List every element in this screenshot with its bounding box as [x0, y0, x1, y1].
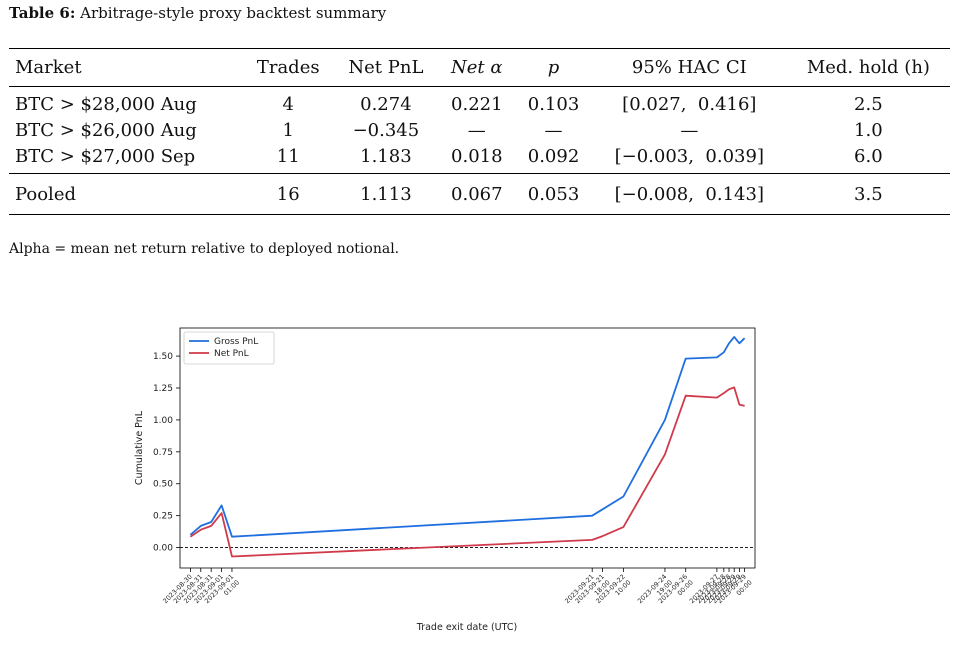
y-tick-label: 1.00	[153, 416, 173, 426]
table-row-pooled: Pooled 16 1.113 0.067 0.053 [−0.008, 0.1…	[9, 173, 950, 215]
cell-p: 0.053	[527, 183, 580, 205]
cell-market: BTC > $26,000 Aug	[15, 119, 197, 141]
table-caption: Table 6: Arbitrage-style proxy backtest …	[9, 4, 386, 22]
table-label: Table 6:	[9, 4, 76, 22]
cell-net-alpha: 0.067	[451, 183, 503, 205]
y-tick-label: 1.25	[153, 384, 173, 394]
legend-label: Net PnL	[214, 349, 249, 359]
cell-trades: 1	[282, 119, 294, 141]
series-line-gross	[189, 335, 746, 538]
legend-box	[183, 331, 275, 365]
cell-net-alpha: —	[467, 119, 486, 141]
legend: Gross PnL Net PnL	[183, 331, 275, 365]
cell-net-alpha: 0.018	[451, 145, 503, 167]
cell-net-pnl: −0.345	[352, 119, 420, 141]
cell-p: 0.103	[527, 93, 580, 115]
col-header-hold: Med. hold (h)	[806, 57, 930, 78]
col-header-net-pnl: Net PnL	[348, 57, 424, 78]
y-tick-label: 0.00	[153, 544, 173, 554]
cell-ci: [−0.008, 0.143]	[614, 183, 764, 205]
table-row: BTC > $27,000 Sep 11 1.183 0.018 0.092 […	[9, 143, 950, 174]
cell-hold: 6.0	[854, 145, 883, 167]
x-axis: 2023-08-302023-08-312023-08-312023-09-01…	[161, 568, 754, 605]
legend-label: Gross PnL	[214, 337, 258, 347]
table-caption-text: Arbitrage-style proxy backtest summary	[80, 4, 387, 22]
results-table: Market Trades Net PnL Net α p 95% HAC CI…	[9, 48, 950, 215]
cell-hold: 1.0	[854, 119, 883, 141]
cell-market: Pooled	[15, 183, 76, 205]
y-tick-label: 1.50	[153, 352, 173, 362]
x-axis-label: Trade exit date (UTC)	[416, 622, 517, 633]
cell-ci: [0.027, 0.416]	[622, 93, 757, 115]
cell-hold: 2.5	[854, 93, 883, 115]
cell-net-pnl: 1.113	[360, 183, 412, 205]
cell-market: BTC > $27,000 Sep	[15, 145, 196, 167]
table-row: BTC > $28,000 Aug 4 0.274 0.221 0.103 [0…	[9, 87, 950, 118]
col-header-trades: Trades	[256, 57, 320, 78]
series-group	[189, 335, 746, 558]
table-header-row: Market Trades Net PnL Net α p 95% HAC CI…	[9, 48, 950, 87]
cell-net-pnl: 0.274	[360, 93, 412, 115]
y-tick-label: 0.75	[153, 448, 173, 458]
series-line-net	[189, 386, 745, 558]
cell-trades: 16	[276, 183, 300, 205]
cell-ci: [−0.003, 0.039]	[614, 145, 764, 167]
col-header-ci: 95% HAC CI	[631, 57, 747, 78]
cell-market: BTC > $28,000 Aug	[15, 93, 197, 115]
col-header-net-alpha: Net α	[451, 57, 503, 78]
y-axis-label: Cumulative PnL	[134, 410, 145, 485]
cell-trades: 4	[282, 93, 294, 115]
cell-ci: —	[680, 119, 699, 141]
cell-trades: 11	[276, 145, 300, 167]
table-note: Alpha = mean net return relative to depl…	[9, 241, 400, 257]
plot-frame	[179, 327, 756, 569]
cell-hold: 3.5	[854, 183, 883, 205]
cell-net-pnl: 1.183	[360, 145, 412, 167]
y-tick-label: 0.25	[153, 512, 173, 522]
y-tick-label: 0.50	[153, 480, 173, 490]
cell-p: —	[544, 119, 563, 141]
col-header-market: Market	[15, 57, 82, 78]
cell-p: 0.092	[527, 145, 580, 167]
pnl-line-chart: 0.00 0.25 0.50 0.75 1.00 1.25 1.50 2023-08-302…	[134, 327, 756, 633]
table-row: BTC > $26,000 Aug 1 −0.345 — — — 1.0	[9, 117, 950, 143]
y-axis: 0.00 0.25 0.50 0.75 1.00 1.25 1.50	[153, 352, 180, 554]
cell-net-alpha: 0.221	[451, 93, 503, 115]
col-header-p: p	[547, 57, 560, 78]
